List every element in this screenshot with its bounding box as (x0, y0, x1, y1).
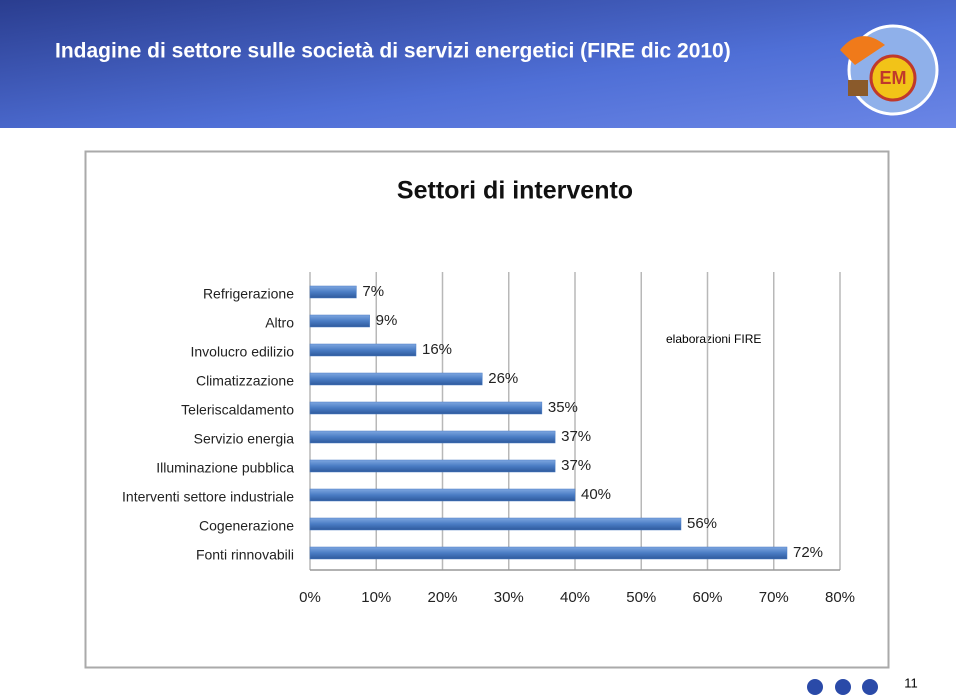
y-tick-label: Teleriscaldamento (181, 402, 294, 418)
value-label: 35% (548, 399, 578, 416)
page-number: 11 (904, 675, 918, 690)
value-label: 40% (581, 486, 611, 503)
y-tick-label: Cogenerazione (199, 518, 294, 534)
bar (309, 430, 556, 444)
y-tick-label: Fonti rinnovabili (196, 547, 294, 563)
value-label: 9% (376, 312, 398, 329)
value-label: 37% (561, 428, 591, 445)
x-tick-label: 20% (427, 589, 457, 606)
nav-dots (807, 679, 878, 695)
bar (309, 314, 370, 328)
x-tick-label: 40% (560, 589, 590, 606)
bar (309, 343, 417, 357)
x-tick-label: 0% (299, 589, 321, 606)
logo: EM (840, 24, 939, 116)
x-tick-label: 70% (759, 589, 789, 606)
chart-title: Settori di intervento (397, 177, 633, 205)
svg-text:EM: EM (880, 68, 907, 88)
y-tick-label: Interventi settore industriale (122, 489, 294, 505)
y-tick-label: Involucro edilizio (191, 344, 295, 360)
bar (309, 459, 556, 473)
bar (309, 517, 682, 531)
bar (309, 488, 576, 502)
bar (309, 546, 788, 560)
y-tick-label: Climatizzazione (196, 373, 294, 389)
bar (309, 401, 543, 415)
x-tick-label: 80% (825, 589, 855, 606)
value-label: 26% (488, 370, 518, 387)
y-tick-label: Illuminazione pubblica (156, 460, 294, 476)
x-tick-label: 60% (692, 589, 722, 606)
value-label: 37% (561, 457, 591, 474)
y-tick-label: Refrigerazione (203, 286, 294, 302)
x-tick-label: 10% (361, 589, 391, 606)
bar (309, 285, 357, 299)
value-label: 16% (422, 341, 452, 358)
value-label: 7% (362, 283, 384, 300)
note: elaborazioni FIRE (666, 332, 761, 346)
x-tick-label: 50% (626, 589, 656, 606)
x-tick-label: 30% (494, 589, 524, 606)
y-tick-label: Servizio energia (194, 431, 295, 447)
slide-title: Indagine di settore sulle società di ser… (55, 40, 731, 63)
bar (309, 372, 483, 386)
y-tick-label: Altro (265, 315, 294, 331)
value-label: 56% (687, 515, 717, 532)
header-band (0, 0, 956, 128)
value-label: 72% (793, 544, 823, 561)
